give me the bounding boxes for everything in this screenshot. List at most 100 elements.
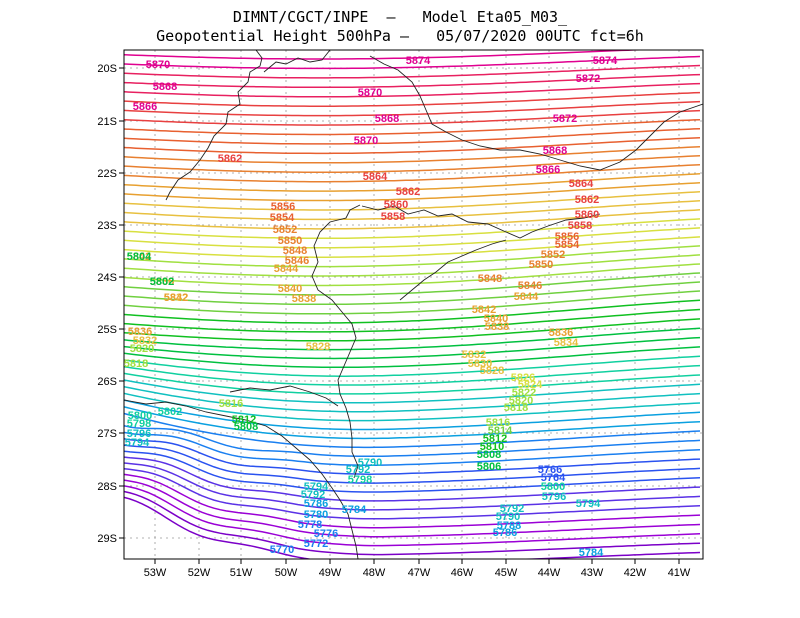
contour-line: [124, 424, 701, 458]
contour-label: 5858: [568, 220, 592, 232]
contour-line: [124, 209, 701, 230]
contour-line: [124, 399, 701, 431]
contour-line: [124, 462, 701, 511]
contour-label: 5792: [346, 464, 370, 476]
contour-line: [124, 136, 701, 155]
contour-label: 5818: [504, 402, 528, 414]
contour-label: 5814: [488, 425, 513, 437]
contour-label: 5852: [273, 224, 297, 236]
lon-tick-label: 48W: [363, 567, 386, 579]
contour-label: 5784: [579, 547, 604, 559]
contour-label: 5836: [128, 326, 152, 338]
contour-label: 5794: [304, 481, 329, 493]
contour-label: 5808: [477, 449, 501, 461]
contour-label: 5866: [536, 164, 560, 176]
lon-tick-label: 44W: [538, 567, 561, 579]
lat-tick-label: 20S: [97, 63, 117, 75]
contour-line: [124, 200, 701, 221]
contour-label: 5840: [278, 283, 302, 295]
contour-label: 5822: [512, 387, 536, 399]
contour-line: [124, 164, 701, 183]
contour-line: [124, 385, 701, 413]
contour-label: 5874: [593, 55, 618, 67]
contour-line: [124, 318, 701, 342]
contour-line: [124, 100, 701, 117]
contour-label: 5848: [478, 273, 502, 285]
contour-line: [124, 254, 701, 277]
contour-line: [124, 281, 701, 306]
coastline-path: [399, 239, 507, 301]
contour-line: [124, 450, 701, 493]
contour-label: 5836: [150, 276, 174, 288]
contour-label: 5784: [342, 504, 367, 516]
contour-line: [124, 55, 701, 70]
contour-label: 5870: [354, 135, 378, 147]
contour-label: 5774: [0, 0, 13, 3]
contour-line: [124, 236, 701, 258]
contour-line: [124, 145, 701, 164]
contour-label: 5834: [554, 337, 579, 349]
coastline-path: [165, 50, 263, 201]
contour-label: 5868: [153, 81, 177, 93]
contour-label: 5872: [576, 73, 600, 85]
contour-line: [124, 227, 701, 249]
contour-label: 5808: [234, 421, 258, 433]
contour-line: [124, 336, 701, 360]
contour-label: 5786: [493, 527, 517, 539]
contour-line: [124, 379, 701, 404]
lon-tick-label: 52W: [188, 567, 211, 579]
contour-label: 5838: [485, 321, 509, 333]
contour-label: 5862: [575, 194, 599, 206]
lat-tick-label: 23S: [97, 220, 117, 232]
contour-label: 5792: [500, 503, 524, 515]
contour-label: 5794: [576, 498, 601, 510]
contour-line: [124, 372, 701, 395]
contour-label: 5800: [541, 481, 565, 493]
contour-label: 5766: [538, 464, 562, 476]
contour-label: 5770: [270, 544, 294, 556]
contour-line: [124, 182, 701, 202]
contour-label: 5806: [477, 461, 501, 473]
contour-label: 5816: [486, 417, 510, 429]
contour-line: [124, 191, 701, 211]
title-line-2: Geopotential Height 500hPa — 05/07/2020 …: [156, 27, 644, 45]
map-background: [124, 50, 703, 559]
contour-label: 5858: [381, 211, 405, 223]
contour-label: 5868: [375, 113, 399, 125]
contour-line: [124, 438, 701, 475]
contour-line: [124, 346, 701, 369]
contour-label: 5828: [306, 341, 330, 353]
contour-label: 5860: [575, 209, 599, 221]
coastline-path: [124, 399, 359, 559]
contour-label: 5824: [518, 379, 543, 391]
lat-tick-label: 21S: [97, 116, 117, 128]
contour-label: 5790: [358, 457, 382, 469]
title-line-1: DIMNT/CGCT/INPE — Model Eta05_M03_: [232, 8, 568, 26]
contour-label: 5854: [270, 212, 295, 224]
contour-label: 5818: [124, 358, 148, 370]
contour-label: 5802: [150, 276, 174, 288]
contour-label: 5864: [363, 171, 388, 183]
contour-label: 5862: [218, 153, 242, 165]
lat-tick-label: 28S: [97, 481, 117, 493]
contour-line: [124, 173, 701, 192]
contour-label: 5820: [130, 343, 154, 355]
contour-label: 5796: [542, 491, 566, 503]
axis-ticks: 53W 52W 51W 50W 49W 48W 47W 46W 45W 44W 43W 42W 41W 2…: [97, 63, 691, 579]
contour-line: [124, 485, 701, 547]
contour-label: 5788: [497, 520, 521, 532]
contour-label: 5830: [468, 358, 492, 370]
lat-tick-label: 25S: [97, 324, 117, 336]
contour-line: [124, 154, 701, 173]
contour-label: 5856: [555, 231, 579, 243]
contour-label: 5772: [304, 538, 328, 550]
contour-label: 5872: [553, 113, 577, 125]
lat-tick-label: 22S: [97, 168, 117, 180]
lon-tick-label: 49W: [319, 567, 342, 579]
contour-label: 5820: [509, 395, 533, 407]
lat-tick-label: 29S: [97, 533, 117, 545]
contour-label: 5778: [298, 519, 322, 531]
contour-line: [124, 299, 701, 324]
contour-label: 5874: [406, 55, 431, 67]
lat-tick-label: 26S: [97, 376, 117, 388]
